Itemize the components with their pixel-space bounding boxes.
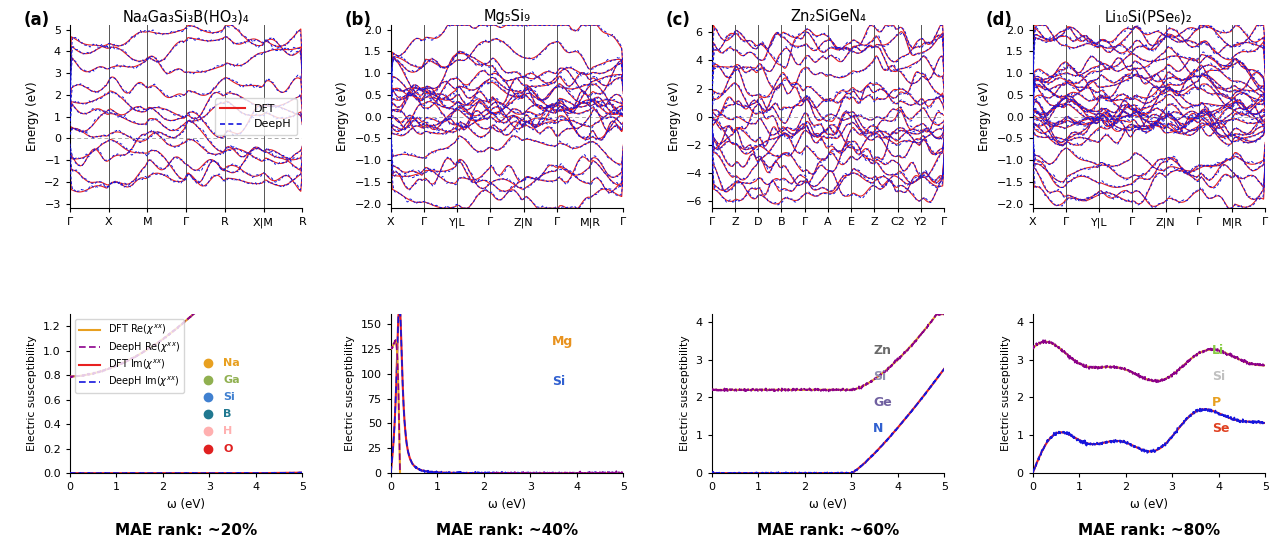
- Y-axis label: Energy (eV): Energy (eV): [667, 82, 680, 151]
- Text: MAE rank: ~60%: MAE rank: ~60%: [756, 522, 900, 538]
- Y-axis label: Electric susceptibility: Electric susceptibility: [345, 336, 355, 451]
- Title: Na₄Ga₃Si₃B(HO₃)₄: Na₄Ga₃Si₃B(HO₃)₄: [123, 9, 250, 24]
- Y-axis label: Electric susceptibility: Electric susceptibility: [680, 336, 690, 451]
- Text: MAE rank: ~40%: MAE rank: ~40%: [437, 522, 579, 538]
- Title: Zn₂SiGeN₄: Zn₂SiGeN₄: [791, 9, 865, 24]
- Title: Li₁₀Si(PSe₆)₂: Li₁₀Si(PSe₆)₂: [1105, 9, 1193, 24]
- Text: MAE rank: ~80%: MAE rank: ~80%: [1077, 522, 1220, 538]
- Y-axis label: Energy (eV): Energy (eV): [336, 82, 349, 151]
- X-axis label: ω (eV): ω (eV): [168, 498, 206, 511]
- Text: (c): (c): [665, 11, 690, 29]
- Y-axis label: Electric susceptibility: Electric susceptibility: [28, 336, 38, 451]
- Title: Mg₅Si₉: Mg₅Si₉: [483, 9, 530, 24]
- X-axis label: ω (eV): ω (eV): [1129, 498, 1167, 511]
- Legend: DFT, DeepH: DFT, DeepH: [214, 99, 297, 135]
- Text: (d): (d): [986, 11, 1013, 29]
- X-axis label: ω (eV): ω (eV): [808, 498, 846, 511]
- Text: (a): (a): [23, 11, 49, 29]
- X-axis label: ω (eV): ω (eV): [489, 498, 527, 511]
- Legend: DFT Re($\chi^{xx}$), DeepH Re($\chi^{xx}$), DFT Im($\chi^{xx}$), DeepH Im($\chi^: DFT Re($\chi^{xx}$), DeepH Re($\chi^{xx}…: [75, 319, 184, 393]
- Y-axis label: Electric susceptibility: Electric susceptibility: [1001, 336, 1011, 451]
- Text: MAE rank: ~20%: MAE rank: ~20%: [115, 522, 258, 538]
- Y-axis label: Energy (eV): Energy (eV): [978, 82, 991, 151]
- Text: (b): (b): [344, 11, 371, 29]
- Y-axis label: Energy (eV): Energy (eV): [25, 82, 39, 151]
